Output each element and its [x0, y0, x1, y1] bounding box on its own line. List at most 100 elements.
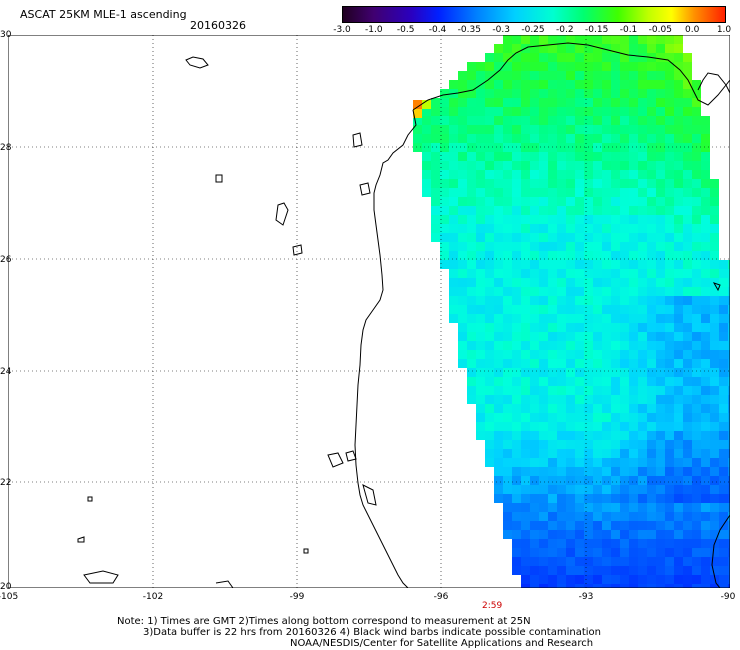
- lat-label-26: 26: [0, 255, 12, 265]
- swath-cell: [692, 521, 701, 530]
- swath-cell: [593, 143, 602, 152]
- swath-cell: [611, 458, 620, 467]
- swath-cell: [665, 458, 674, 467]
- swath-cell: [683, 179, 692, 188]
- swath-cell: [575, 80, 584, 89]
- swath-cell: [476, 341, 485, 350]
- swath-cell: [701, 278, 710, 287]
- swath-cell: [521, 143, 530, 152]
- swath-cell: [539, 386, 548, 395]
- swath-cell: [674, 395, 683, 404]
- swath-cell: [647, 269, 656, 278]
- swath-cell: [476, 332, 485, 341]
- swath-cell: [494, 314, 503, 323]
- swath-cell: [521, 323, 530, 332]
- swath-cell: [701, 521, 710, 530]
- swath-cell: [512, 539, 521, 548]
- swath-cell: [494, 53, 503, 62]
- swath-cell: [512, 188, 521, 197]
- swath-cell: [539, 566, 548, 575]
- swath-cell: [629, 143, 638, 152]
- swath-cell: [683, 575, 692, 584]
- swath-cell: [629, 251, 638, 260]
- swath-cell: [719, 314, 728, 323]
- swath-cell: [557, 161, 566, 170]
- swath-cell: [557, 440, 566, 449]
- swath-cell: [683, 80, 692, 89]
- swath-cell: [521, 476, 530, 485]
- swath-cell: [503, 242, 512, 251]
- swath-cell: [584, 359, 593, 368]
- swath-cell: [728, 422, 730, 431]
- swath-cell: [647, 125, 656, 134]
- swath-cell: [584, 350, 593, 359]
- swath-cell: [674, 386, 683, 395]
- swath-cell: [485, 242, 494, 251]
- swath-cell: [629, 530, 638, 539]
- swath-cell: [449, 215, 458, 224]
- swath-cell: [710, 575, 719, 584]
- swath-cell: [566, 530, 575, 539]
- swath-cell: [422, 143, 431, 152]
- swath-cell: [539, 368, 548, 377]
- swath-cell: [674, 269, 683, 278]
- swath-cell: [557, 521, 566, 530]
- swath-cell: [548, 485, 557, 494]
- swath-cell: [521, 584, 530, 588]
- swath-cell: [575, 233, 584, 242]
- swath-cell: [584, 188, 593, 197]
- swath-cell: [656, 323, 665, 332]
- swath-cell: [539, 584, 548, 588]
- swath-cell: [638, 161, 647, 170]
- swath-cell: [539, 494, 548, 503]
- swath-cell: [476, 350, 485, 359]
- swath-cell: [548, 89, 557, 98]
- swath-cell: [575, 503, 584, 512]
- swath-cell: [503, 467, 512, 476]
- swath-cell: [539, 44, 548, 53]
- swath-cell: [467, 323, 476, 332]
- swath-cell: [692, 548, 701, 557]
- swath-cell: [485, 386, 494, 395]
- swath-cell: [629, 80, 638, 89]
- swath-cell: [620, 287, 629, 296]
- swath-cell: [557, 332, 566, 341]
- swath-cell: [575, 260, 584, 269]
- swath-cell: [602, 557, 611, 566]
- swath-cell: [521, 278, 530, 287]
- swath-cell: [647, 80, 656, 89]
- swath-cell: [548, 575, 557, 584]
- swath-cell: [620, 413, 629, 422]
- swath-cell: [593, 512, 602, 521]
- swath-cell: [602, 98, 611, 107]
- swath-cell: [485, 350, 494, 359]
- swath-cell: [476, 71, 485, 80]
- swath-cell: [548, 188, 557, 197]
- swath-cell: [674, 35, 683, 44]
- swath-cell: [620, 89, 629, 98]
- swath-cell: [584, 539, 593, 548]
- swath-cell: [557, 314, 566, 323]
- swath-cell: [575, 152, 584, 161]
- swath-cell: [440, 143, 449, 152]
- swath-cell: [557, 431, 566, 440]
- swath-cell: [539, 548, 548, 557]
- swath-cell: [593, 539, 602, 548]
- swath-cell: [575, 557, 584, 566]
- swath-cell: [566, 98, 575, 107]
- swath-cell: [665, 143, 674, 152]
- swath-cell: [512, 386, 521, 395]
- swath-cell: [602, 422, 611, 431]
- swath-cell: [638, 125, 647, 134]
- swath-cell: [656, 332, 665, 341]
- swath-cell: [602, 431, 611, 440]
- swath-cell: [593, 368, 602, 377]
- wind-swath: [413, 35, 730, 588]
- swath-cell: [602, 134, 611, 143]
- swath-cell: [566, 350, 575, 359]
- swath-cell: [629, 89, 638, 98]
- swath-cell: [584, 242, 593, 251]
- swath-cell: [728, 458, 730, 467]
- swath-cell: [656, 251, 665, 260]
- swath-cell: [494, 485, 503, 494]
